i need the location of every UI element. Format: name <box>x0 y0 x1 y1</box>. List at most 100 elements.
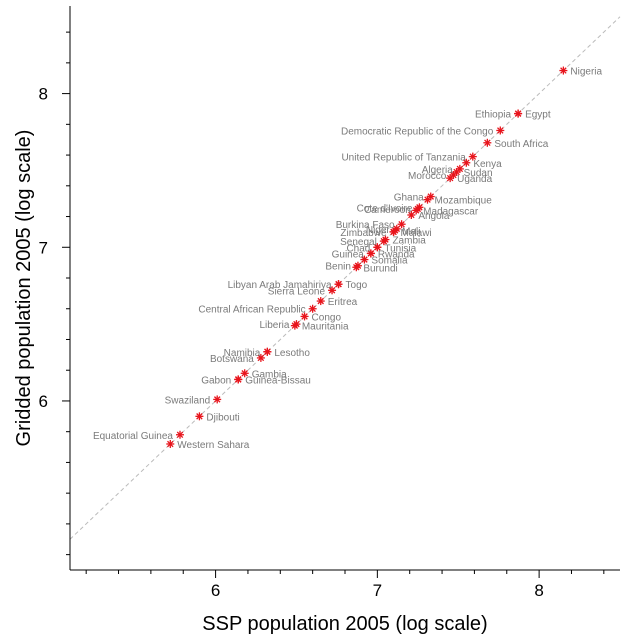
point-label: Botswana <box>210 354 254 365</box>
data-point <box>559 66 568 75</box>
data-point <box>366 249 375 258</box>
data-points <box>166 66 568 448</box>
point-label: United Republic of Tanzania <box>341 153 466 164</box>
data-point-stroke <box>234 376 242 383</box>
data-point-stroke <box>257 354 265 362</box>
point-label: Chad <box>346 243 370 254</box>
point-label: Central African Republic <box>198 305 305 316</box>
data-point-stroke <box>317 297 324 305</box>
point-label: Rwanda <box>378 249 415 260</box>
data-point-stroke <box>301 313 308 320</box>
data-point-stroke <box>241 370 248 377</box>
data-point-stroke <box>497 127 504 134</box>
data-point-stroke <box>514 110 522 117</box>
data-point <box>176 430 184 439</box>
point-label: Gambia <box>252 369 287 380</box>
point-label: Uganda <box>457 174 492 185</box>
data-point <box>373 243 382 252</box>
data-point <box>195 412 204 421</box>
data-point <box>468 152 477 161</box>
point-label: Angola <box>418 211 450 222</box>
data-point <box>423 195 432 204</box>
data-point-stroke <box>390 228 397 236</box>
y-tick-label: 6 <box>39 392 48 411</box>
point-label: Senegal <box>340 237 377 248</box>
point-label: Sudan <box>464 168 493 179</box>
point-label: Swaziland <box>165 395 211 406</box>
point-label: Democratic Republic of the Congo <box>341 126 494 137</box>
point-label: Togo <box>346 280 368 291</box>
point-label: Niger <box>366 225 391 236</box>
data-point <box>496 126 505 135</box>
data-point-stroke <box>328 287 336 294</box>
data-point-stroke <box>367 250 375 257</box>
reference-line <box>69 16 621 540</box>
data-point <box>328 286 337 295</box>
data-point-stroke <box>463 159 470 167</box>
data-point-stroke <box>264 348 271 356</box>
data-point-stroke <box>309 305 316 313</box>
point-label: Benin <box>325 262 351 273</box>
data-point <box>407 211 416 220</box>
data-point-stroke <box>380 237 388 245</box>
point-label: Guinea-Bissau <box>245 375 311 386</box>
data-point <box>483 138 492 147</box>
point-label: Libyan Arab Jamahiriya <box>228 280 332 291</box>
data-point <box>352 263 361 272</box>
point-labels: Nigeria Ethiopia Egypt Democratic Republic … <box>93 67 603 451</box>
point-label: Western Sahara <box>177 440 250 451</box>
point-label: Congo <box>312 312 342 323</box>
point-label: Namibia <box>224 348 261 359</box>
point-label: Mozambique <box>435 196 493 207</box>
data-point <box>234 375 243 384</box>
data-point-stroke <box>398 220 405 228</box>
point-label: Liberia <box>259 320 289 331</box>
point-label: Equatorial Guinea <box>93 431 173 442</box>
data-point <box>397 220 406 229</box>
data-point <box>389 227 398 236</box>
data-point-stroke <box>424 196 431 203</box>
data-point <box>308 304 317 313</box>
data-point-stroke <box>176 431 184 439</box>
reference-line-layer <box>69 16 621 540</box>
data-point-stroke <box>469 153 477 160</box>
data-point-stroke <box>560 67 567 74</box>
data-point <box>462 158 471 167</box>
x-tick-label: 8 <box>534 581 543 600</box>
point-label: Nigeria <box>570 67 602 78</box>
data-point-stroke <box>374 244 381 251</box>
y-tick-label: 8 <box>39 85 48 104</box>
data-point <box>240 369 249 378</box>
x-tick-label: 7 <box>373 581 382 600</box>
data-point <box>412 206 421 215</box>
data-point-stroke <box>335 280 342 288</box>
point-label: Eritrea <box>328 297 358 308</box>
point-label: Algeria <box>422 165 454 176</box>
point-label: Ghana <box>394 193 424 204</box>
data-point-stroke <box>196 413 203 420</box>
y-axis-title: Gridded population 2005 (log scale) <box>13 130 35 447</box>
point-label: Cameroon <box>364 205 411 216</box>
point-label: Burundi <box>363 263 397 274</box>
point-label: Malawi <box>401 228 432 239</box>
point-label: Somalia <box>371 256 408 267</box>
data-point <box>263 347 272 356</box>
data-point <box>379 237 388 246</box>
point-label: Lesotho <box>274 348 310 359</box>
point-label: Ethiopia <box>475 110 512 121</box>
point-label: Cote d'Ivoire <box>357 203 413 214</box>
data-point <box>446 174 455 183</box>
point-label: Gabon <box>201 375 231 386</box>
data-point <box>316 297 325 306</box>
axes: 6 7 8 6 7 8 <box>39 6 620 600</box>
point-label: Zambia <box>392 236 426 247</box>
data-point <box>334 280 343 289</box>
point-label: Tunisia <box>384 243 416 254</box>
data-point-stroke <box>167 440 174 448</box>
point-label: Madagascar <box>423 206 479 217</box>
data-point <box>360 255 369 264</box>
y-tick-label: 7 <box>39 238 48 257</box>
data-point <box>256 353 265 362</box>
data-point-stroke <box>412 207 420 214</box>
